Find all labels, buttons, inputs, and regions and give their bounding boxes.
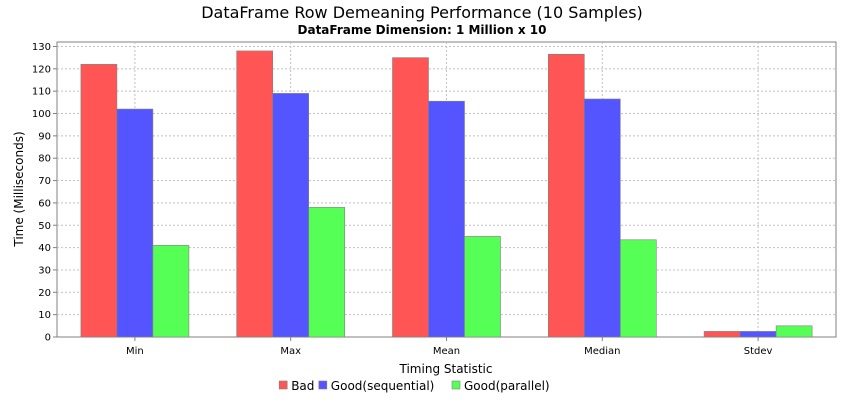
y-tick-label: 0: [45, 333, 51, 344]
y-tick-label: 70: [38, 176, 51, 187]
x-axis-ticks: Min Max Mean Median Stdev: [126, 337, 773, 357]
bar-bad-median: [547, 53, 585, 338]
y-tick-label: 20: [38, 288, 51, 299]
bar-good-sequential-stdev: [739, 331, 777, 338]
chart-subtitle: DataFrame Dimension: 1 Million x 10: [298, 23, 547, 37]
x-tick-label: Stdev: [744, 346, 773, 357]
legend-swatch: [278, 380, 288, 390]
bar-good-parallel-min: [152, 245, 190, 338]
chart-title: DataFrame Row Demeaning Performance (10 …: [201, 3, 643, 22]
y-tick-label: 110: [32, 87, 51, 98]
legend-label: Bad: [291, 379, 314, 393]
y-tick-label: 10: [38, 310, 51, 321]
legend: Bad Good(sequential) Good(parallel): [278, 379, 550, 393]
bar-good-parallel-max: [308, 207, 346, 338]
x-tick-label: Mean: [433, 346, 460, 357]
x-tick-label: Median: [584, 346, 620, 357]
y-tick-label: 50: [38, 221, 51, 232]
bar-good-sequential-max: [272, 93, 310, 338]
y-axis-label: Time (Milliseconds): [12, 131, 26, 247]
bar-bad-min: [80, 64, 118, 338]
y-tick-label: 60: [38, 198, 51, 209]
x-tick-label: Min: [126, 346, 144, 357]
legend-swatch: [451, 380, 461, 390]
y-tick-label: 30: [38, 265, 51, 276]
bar-bad-max: [236, 50, 273, 338]
x-axis-label: Timing Statistic: [399, 362, 493, 376]
y-tick-label: 100: [32, 109, 51, 120]
bar-good-parallel-median: [619, 239, 657, 338]
y-axis-ticks: 0 10 20 30 40 50 60 70 80 90 100 110 120 130: [32, 42, 57, 344]
y-tick-label: 80: [38, 154, 51, 165]
legend-label: Good(parallel): [464, 379, 550, 393]
bar-good-parallel-mean: [464, 236, 501, 338]
bar-bad-stdev: [703, 331, 741, 338]
bars: [80, 50, 813, 338]
bar-good-sequential-mean: [428, 100, 465, 338]
x-tick-label: Max: [280, 346, 301, 357]
y-tick-label: 40: [38, 243, 51, 254]
y-tick-label: 90: [38, 131, 51, 142]
legend-swatch: [318, 380, 328, 390]
bar-good-parallel-stdev: [775, 325, 813, 338]
bar-good-sequential-min: [116, 108, 154, 338]
y-tick-label: 130: [32, 42, 51, 53]
legend-label: Good(sequential): [331, 379, 435, 393]
y-tick-label: 120: [32, 64, 51, 75]
bar-good-sequential-median: [583, 98, 621, 338]
bar-bad-mean: [392, 57, 429, 338]
